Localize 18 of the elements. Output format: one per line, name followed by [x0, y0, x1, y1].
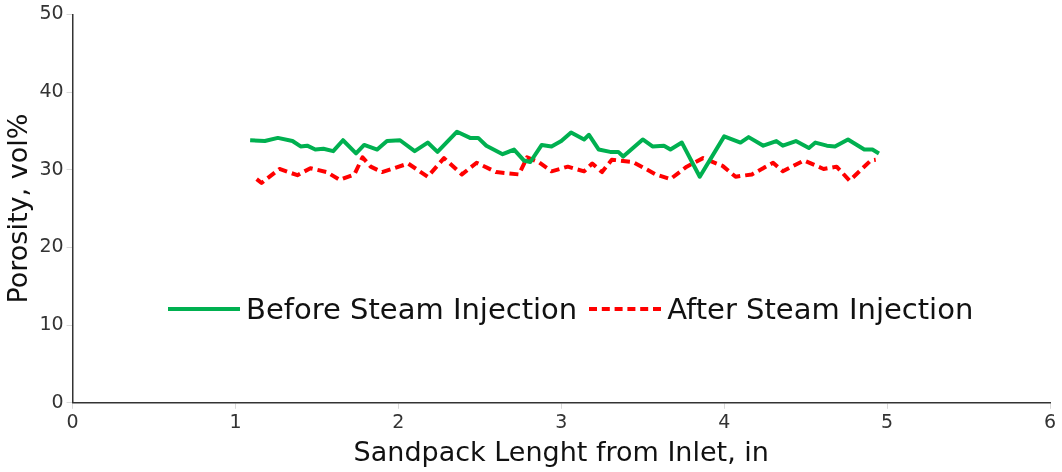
x-tick-label: 2: [392, 410, 405, 433]
y-axis-title: Porosity, vol%: [2, 113, 34, 304]
y-tick-label: 20: [39, 234, 64, 257]
y-tick-label: 0: [51, 389, 64, 412]
x-tick-label: 3: [555, 410, 568, 433]
x-axis-title: Sandpack Lenght from Inlet, in: [353, 435, 769, 467]
x-tick-label: 6: [1043, 410, 1057, 433]
x-tick-label: 5: [881, 410, 894, 433]
y-tick-label: 50: [39, 1, 64, 24]
legend-label: After Steam Injection: [667, 292, 974, 326]
legend-label: Before Steam Injection: [246, 292, 578, 326]
y-tick-label: 40: [39, 79, 64, 102]
x-tick-label: 4: [718, 410, 731, 433]
x-tick-label: 1: [229, 410, 242, 433]
y-tick-label: 10: [39, 312, 64, 335]
x-tick-label: 0: [66, 410, 79, 433]
line-series: [254, 155, 878, 185]
y-tick-label: 30: [39, 156, 64, 179]
